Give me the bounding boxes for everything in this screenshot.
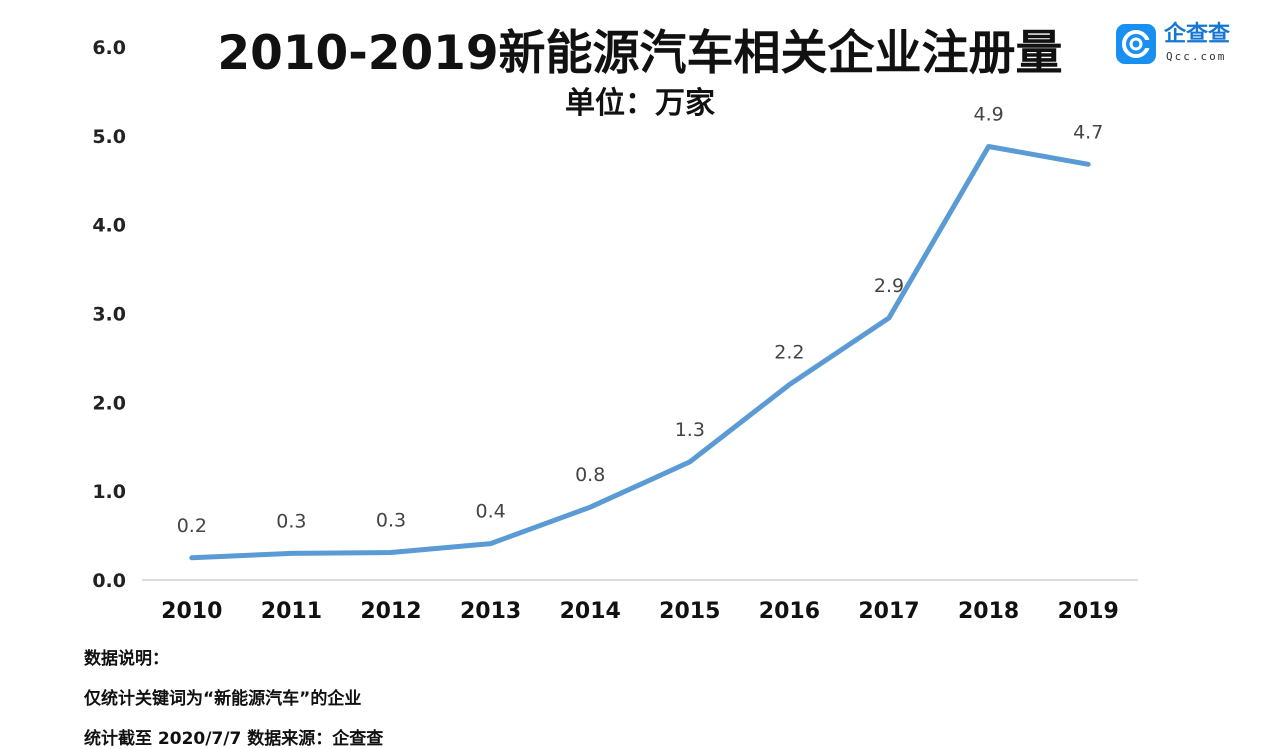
- notes-line-2: 统计截至 2020/7/7 数据来源：企查查: [84, 729, 384, 749]
- x-tick-label: 2019: [1058, 599, 1119, 624]
- x-tick-label: 2018: [958, 599, 1019, 624]
- data-label: 0.2: [177, 515, 207, 537]
- x-tick-label: 2011: [261, 599, 322, 624]
- data-label: 4.7: [1073, 121, 1103, 143]
- data-label: 4.9: [973, 103, 1003, 125]
- y-tick-label: 4.0: [92, 215, 126, 237]
- y-axis: 0.0 1.0 2.0 3.0 4.0 5.0 6.0: [92, 37, 126, 592]
- logo-url: Qcc.com: [1166, 50, 1227, 63]
- x-tick-label: 2017: [858, 599, 919, 624]
- y-tick-label: 1.0: [92, 481, 126, 503]
- y-tick-label: 3.0: [92, 304, 126, 326]
- x-tick-label: 2013: [460, 599, 521, 624]
- chart-subtitle: 单位：万家: [565, 86, 715, 121]
- data-label: 1.3: [675, 419, 705, 441]
- data-label: 0.8: [575, 464, 605, 486]
- y-tick-label: 5.0: [92, 126, 126, 148]
- x-tick-label: 2016: [759, 599, 820, 624]
- x-tick-label: 2014: [560, 599, 621, 624]
- x-axis: 2010 2011 2012 2013 2014 2015 2016 2017 2018 2019: [161, 599, 1119, 624]
- brand-logo: 企查查 Qcc.com: [1116, 22, 1246, 68]
- notes-line-1: 仅统计关键词为“新能源汽车”的企业: [84, 689, 362, 709]
- qcc-logo-icon: [1116, 24, 1156, 64]
- logo-name: 企查查: [1164, 22, 1231, 47]
- y-tick-label: 2.0: [92, 392, 126, 414]
- y-tick-label: 0.0: [92, 570, 126, 592]
- data-label: 2.9: [874, 275, 904, 297]
- x-tick-label: 2015: [659, 599, 720, 624]
- series-line: [189, 144, 1091, 561]
- notes-heading: 数据说明：: [84, 649, 169, 669]
- x-tick-label: 2012: [360, 599, 421, 624]
- data-label: 0.4: [475, 501, 505, 523]
- y-tick-label: 6.0: [92, 37, 126, 59]
- chart-title: 2010-2019新能源汽车相关企业注册量: [217, 26, 1063, 81]
- x-tick-label: 2010: [161, 599, 222, 624]
- data-label: 0.3: [276, 510, 306, 532]
- data-label: 0.3: [376, 509, 406, 531]
- data-labels: 0.2 0.3 0.3 0.4 0.8 1.3 2.2 2.9 4.9 4.7: [177, 103, 1104, 536]
- data-label: 2.2: [774, 342, 804, 364]
